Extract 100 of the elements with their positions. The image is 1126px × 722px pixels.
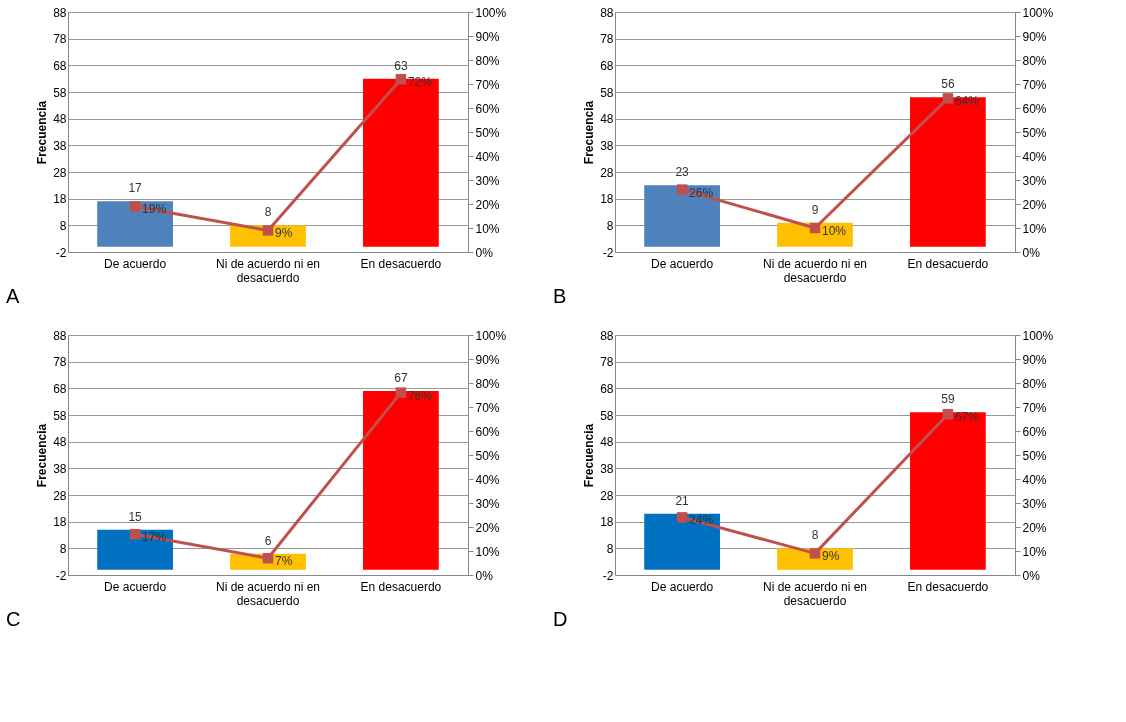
data-label: 63	[394, 58, 408, 73]
y-tick-label: 38	[600, 461, 614, 476]
point	[809, 222, 821, 234]
y2-tick-label: 10%	[1022, 221, 1047, 236]
point	[262, 225, 274, 236]
y-tick-label: 58	[53, 85, 67, 100]
y2-tick-label: 90%	[475, 29, 500, 44]
y-tick-label: 28	[53, 488, 67, 503]
x-tick-label: En desacuerdo	[360, 256, 442, 271]
x-tick-label: De acuerdo	[651, 256, 714, 271]
x-tick-label: Ni de acuerdo ni en desacuerdo	[215, 256, 321, 285]
data-label: 76%	[407, 388, 433, 403]
y2-tick-label: 100%	[475, 328, 507, 343]
data-label: 21	[675, 493, 690, 508]
bar	[644, 513, 720, 570]
y-tick-label: 38	[53, 138, 67, 153]
data-label: 9%	[275, 226, 293, 241]
y-tick-label: 18	[600, 192, 614, 207]
y-tick-label: 18	[600, 515, 614, 530]
x-tick-label: De acuerdo	[104, 579, 167, 594]
y2-tick-label: 0%	[1022, 245, 1041, 260]
data-label: 64%	[954, 94, 980, 109]
data-label: 7%	[275, 554, 293, 569]
y-tick-label: 88	[53, 5, 67, 20]
y2-tick-label: 80%	[1022, 376, 1047, 391]
point	[942, 408, 954, 420]
y2-tick-label: 60%	[1022, 424, 1047, 439]
y2-tick-label: 30%	[475, 496, 500, 511]
data-label: 8	[811, 528, 819, 543]
data-label: 56	[941, 77, 955, 92]
y-tick-label: -2	[602, 568, 614, 583]
y2-tick-label: 70%	[1022, 77, 1047, 92]
y2-tick-label: 0%	[1022, 568, 1041, 583]
y-tick-label: 48	[600, 112, 614, 127]
data-label: 67	[394, 371, 408, 385]
data-label: 8	[264, 205, 272, 220]
data-label: 23	[675, 165, 690, 180]
y-tick-label: 78	[600, 32, 614, 47]
y-tick-label: -2	[55, 245, 67, 260]
x-tick-label: De acuerdo	[104, 256, 167, 271]
y2-tick-label: 100%	[1022, 328, 1054, 343]
y2-tick-label: 30%	[1022, 173, 1047, 188]
y-tick-label: 8	[59, 541, 67, 556]
data-label: 17	[128, 181, 143, 196]
y-axis-title: Frecuencia	[35, 100, 50, 165]
y-tick-label: 88	[600, 328, 614, 343]
y2-tick-label: 60%	[475, 424, 500, 439]
data-label: 9	[811, 202, 819, 217]
y-tick-label: -2	[55, 568, 67, 583]
y2-tick-label: 10%	[475, 544, 500, 559]
data-label: 9%	[822, 549, 840, 564]
y-tick-label: 38	[600, 138, 614, 153]
y-tick-label: 78	[53, 32, 67, 47]
y2-tick-label: 50%	[475, 125, 500, 140]
data-label: 59	[941, 392, 955, 407]
y2-tick-label: 10%	[475, 221, 500, 236]
y-tick-label: 78	[600, 355, 614, 370]
y2-tick-label: 30%	[1022, 496, 1047, 511]
y2-tick-label: 80%	[1022, 53, 1047, 68]
x-tick-label: En desacuerdo	[907, 256, 989, 271]
point	[129, 201, 141, 212]
point	[809, 548, 821, 559]
data-label: 67%	[954, 410, 980, 425]
y2-tick-label: 40%	[475, 149, 500, 164]
y-tick-label: 88	[600, 5, 614, 20]
y-tick-label: -2	[602, 245, 614, 260]
y-tick-label: 88	[53, 328, 67, 343]
x-tick-label: Ni de acuerdo ni en desacuerdo	[215, 579, 321, 608]
y2-tick-label: 20%	[475, 520, 500, 535]
bar	[910, 412, 986, 570]
y2-tick-label: 50%	[475, 448, 500, 463]
y-tick-label: 78	[53, 355, 67, 370]
y2-tick-label: 20%	[1022, 520, 1047, 535]
bar	[97, 529, 173, 570]
data-label: 10%	[822, 224, 847, 238]
point	[395, 387, 407, 398]
bar	[363, 391, 439, 570]
x-tick-label: En desacuerdo	[360, 579, 442, 594]
point	[676, 512, 688, 523]
y-axis-title: Frecuencia	[582, 100, 597, 165]
y2-tick-label: 100%	[475, 5, 507, 20]
data-label: 6	[264, 533, 272, 548]
y2-tick-label: 0%	[475, 245, 494, 260]
y-tick-label: 8	[606, 541, 614, 556]
y-tick-label: 58	[600, 408, 614, 423]
bar	[363, 78, 439, 247]
y2-tick-label: 70%	[1022, 400, 1047, 415]
y2-tick-label: 0%	[475, 568, 494, 583]
y-tick-label: 8	[59, 218, 67, 233]
bar	[910, 97, 986, 247]
y2-tick-label: 80%	[475, 53, 500, 68]
x-tick-label: Ni de acuerdo ni en desacuerdo	[762, 579, 868, 608]
y-tick-label: 28	[600, 165, 614, 180]
text: B	[553, 285, 567, 307]
y-tick-label: 68	[53, 58, 67, 73]
y2-tick-label: 70%	[475, 77, 500, 92]
y2-tick-label: 90%	[1022, 352, 1047, 367]
point	[676, 184, 688, 195]
y2-tick-label: 30%	[475, 173, 500, 188]
y2-tick-label: 40%	[1022, 149, 1047, 164]
